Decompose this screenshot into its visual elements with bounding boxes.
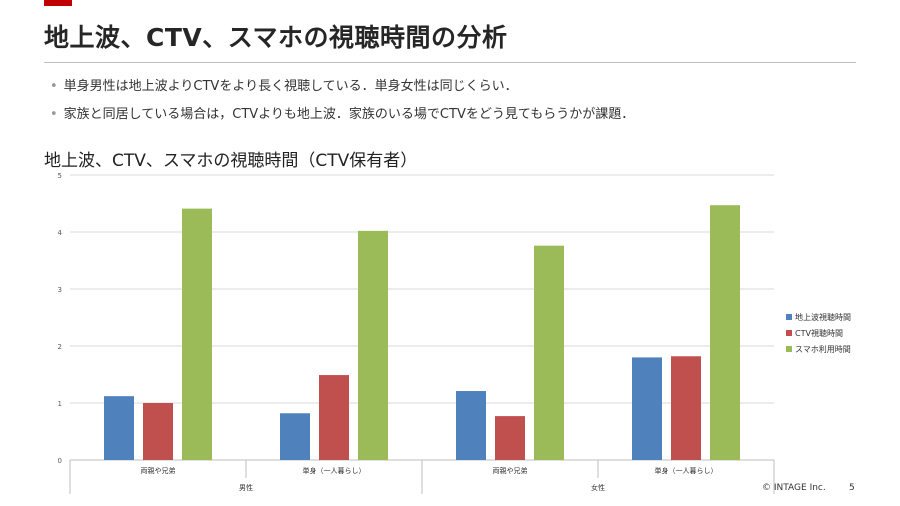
bullet-marker: • bbox=[50, 79, 58, 94]
bullet-item: • 単身男性は地上波よりCTVをより長く視聴している．単身女性は同じくらい． bbox=[50, 78, 634, 106]
title-divider bbox=[44, 62, 856, 63]
legend-label: 地上波視聴時間 bbox=[795, 312, 851, 322]
bar bbox=[671, 356, 701, 460]
bar bbox=[143, 403, 173, 460]
bar bbox=[182, 208, 212, 460]
x-tick-label: 両親や兄弟 bbox=[141, 466, 176, 475]
x-group-label: 男性 bbox=[239, 483, 253, 492]
legend-item: CTV視聴時間 bbox=[786, 325, 851, 341]
bar bbox=[319, 375, 349, 460]
bar bbox=[495, 416, 525, 460]
bullet-text: 単身男性は地上波よりCTVをより長く視聴している．単身女性は同じくらい． bbox=[63, 79, 518, 94]
x-tick-label: 単身（一人暮らし） bbox=[655, 466, 718, 475]
bullet-marker: • bbox=[50, 107, 58, 122]
x-tick-label: 単身（一人暮らし） bbox=[303, 466, 366, 475]
bullet-text: 家族と同居している場合は，CTVよりも地上波．家族のいる場でCTVをどう見てもら… bbox=[63, 107, 635, 122]
legend-label: CTV視聴時間 bbox=[795, 328, 843, 338]
y-tick-label: 5 bbox=[58, 172, 62, 180]
x-group-label: 女性 bbox=[591, 483, 605, 492]
bar bbox=[710, 205, 740, 460]
legend-swatch-smartphone bbox=[786, 346, 792, 352]
bar bbox=[358, 230, 388, 460]
y-tick-label: 4 bbox=[58, 229, 63, 237]
y-tick-label: 1 bbox=[58, 400, 62, 408]
bar bbox=[104, 396, 134, 460]
bar bbox=[280, 413, 310, 460]
legend-swatch-terrestrial bbox=[786, 314, 792, 320]
y-tick-label: 2 bbox=[58, 343, 62, 351]
y-tick-label: 0 bbox=[58, 457, 62, 465]
bullet-item: • 家族と同居している場合は，CTVよりも地上波．家族のいる場でCTVをどう見ても… bbox=[50, 106, 634, 134]
bar bbox=[456, 391, 486, 460]
page-number: 5 bbox=[849, 483, 855, 493]
y-tick-label: 3 bbox=[58, 286, 62, 294]
legend-label: スマホ利用時間 bbox=[795, 344, 851, 354]
header-accent-bar bbox=[44, 0, 72, 6]
legend-item: 地上波視聴時間 bbox=[786, 309, 851, 325]
bullet-list: • 単身男性は地上波よりCTVをより長く視聴している．単身女性は同じくらい． • 家… bbox=[50, 78, 634, 134]
legend-item: スマホ利用時間 bbox=[786, 341, 851, 357]
x-tick-label: 両親や兄弟 bbox=[493, 466, 528, 475]
bar bbox=[534, 245, 564, 460]
bar bbox=[632, 357, 662, 460]
legend-swatch-ctv bbox=[786, 330, 792, 336]
chart-title: 地上波、CTV、スマホの視聴時間（CTV保有者） bbox=[44, 151, 418, 171]
chart-legend: 地上波視聴時間 CTV視聴時間 スマホ利用時間 bbox=[786, 309, 851, 357]
copyright-text: © INTAGE Inc. bbox=[762, 483, 826, 493]
slide-title: 地上波、CTV、スマホの視聴時間の分析 bbox=[44, 23, 508, 52]
